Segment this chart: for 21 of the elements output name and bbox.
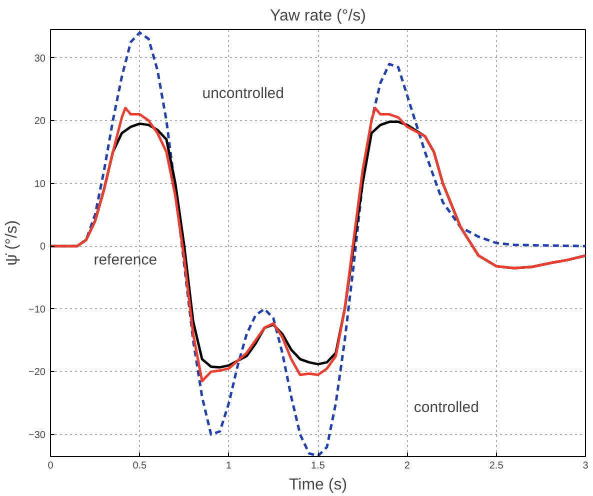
x-tick-label: 0.5	[132, 460, 148, 472]
y-tick-label: −10	[28, 304, 46, 316]
chart-title: Yaw rate (°/s)	[270, 8, 366, 24]
x-tick-label: 3	[582, 460, 589, 472]
y-tick-label: 20	[34, 116, 46, 128]
y-tick-label: 10	[34, 178, 46, 190]
x-tick-label: 2	[404, 460, 410, 472]
annotation: reference	[94, 252, 158, 269]
annotation: uncontrolled	[202, 85, 284, 102]
x-axis-title: Time (s)	[288, 476, 348, 494]
annotation: controlled	[414, 398, 479, 416]
x-tick-label: 0	[48, 460, 54, 472]
x-tick-label: 1	[226, 460, 232, 472]
y-tick-label: −20	[28, 367, 46, 378]
x-tick-label: 1.5	[311, 460, 326, 472]
y-tick-label: 0	[40, 242, 46, 253]
line-series	[50, 31, 586, 456]
y-tick-label: −30	[28, 430, 46, 442]
y-tick-label: 30	[34, 53, 46, 64]
x-tick-label: 2.5	[489, 460, 504, 472]
y-axis-title: ψ̇ (°/s)	[4, 220, 21, 266]
